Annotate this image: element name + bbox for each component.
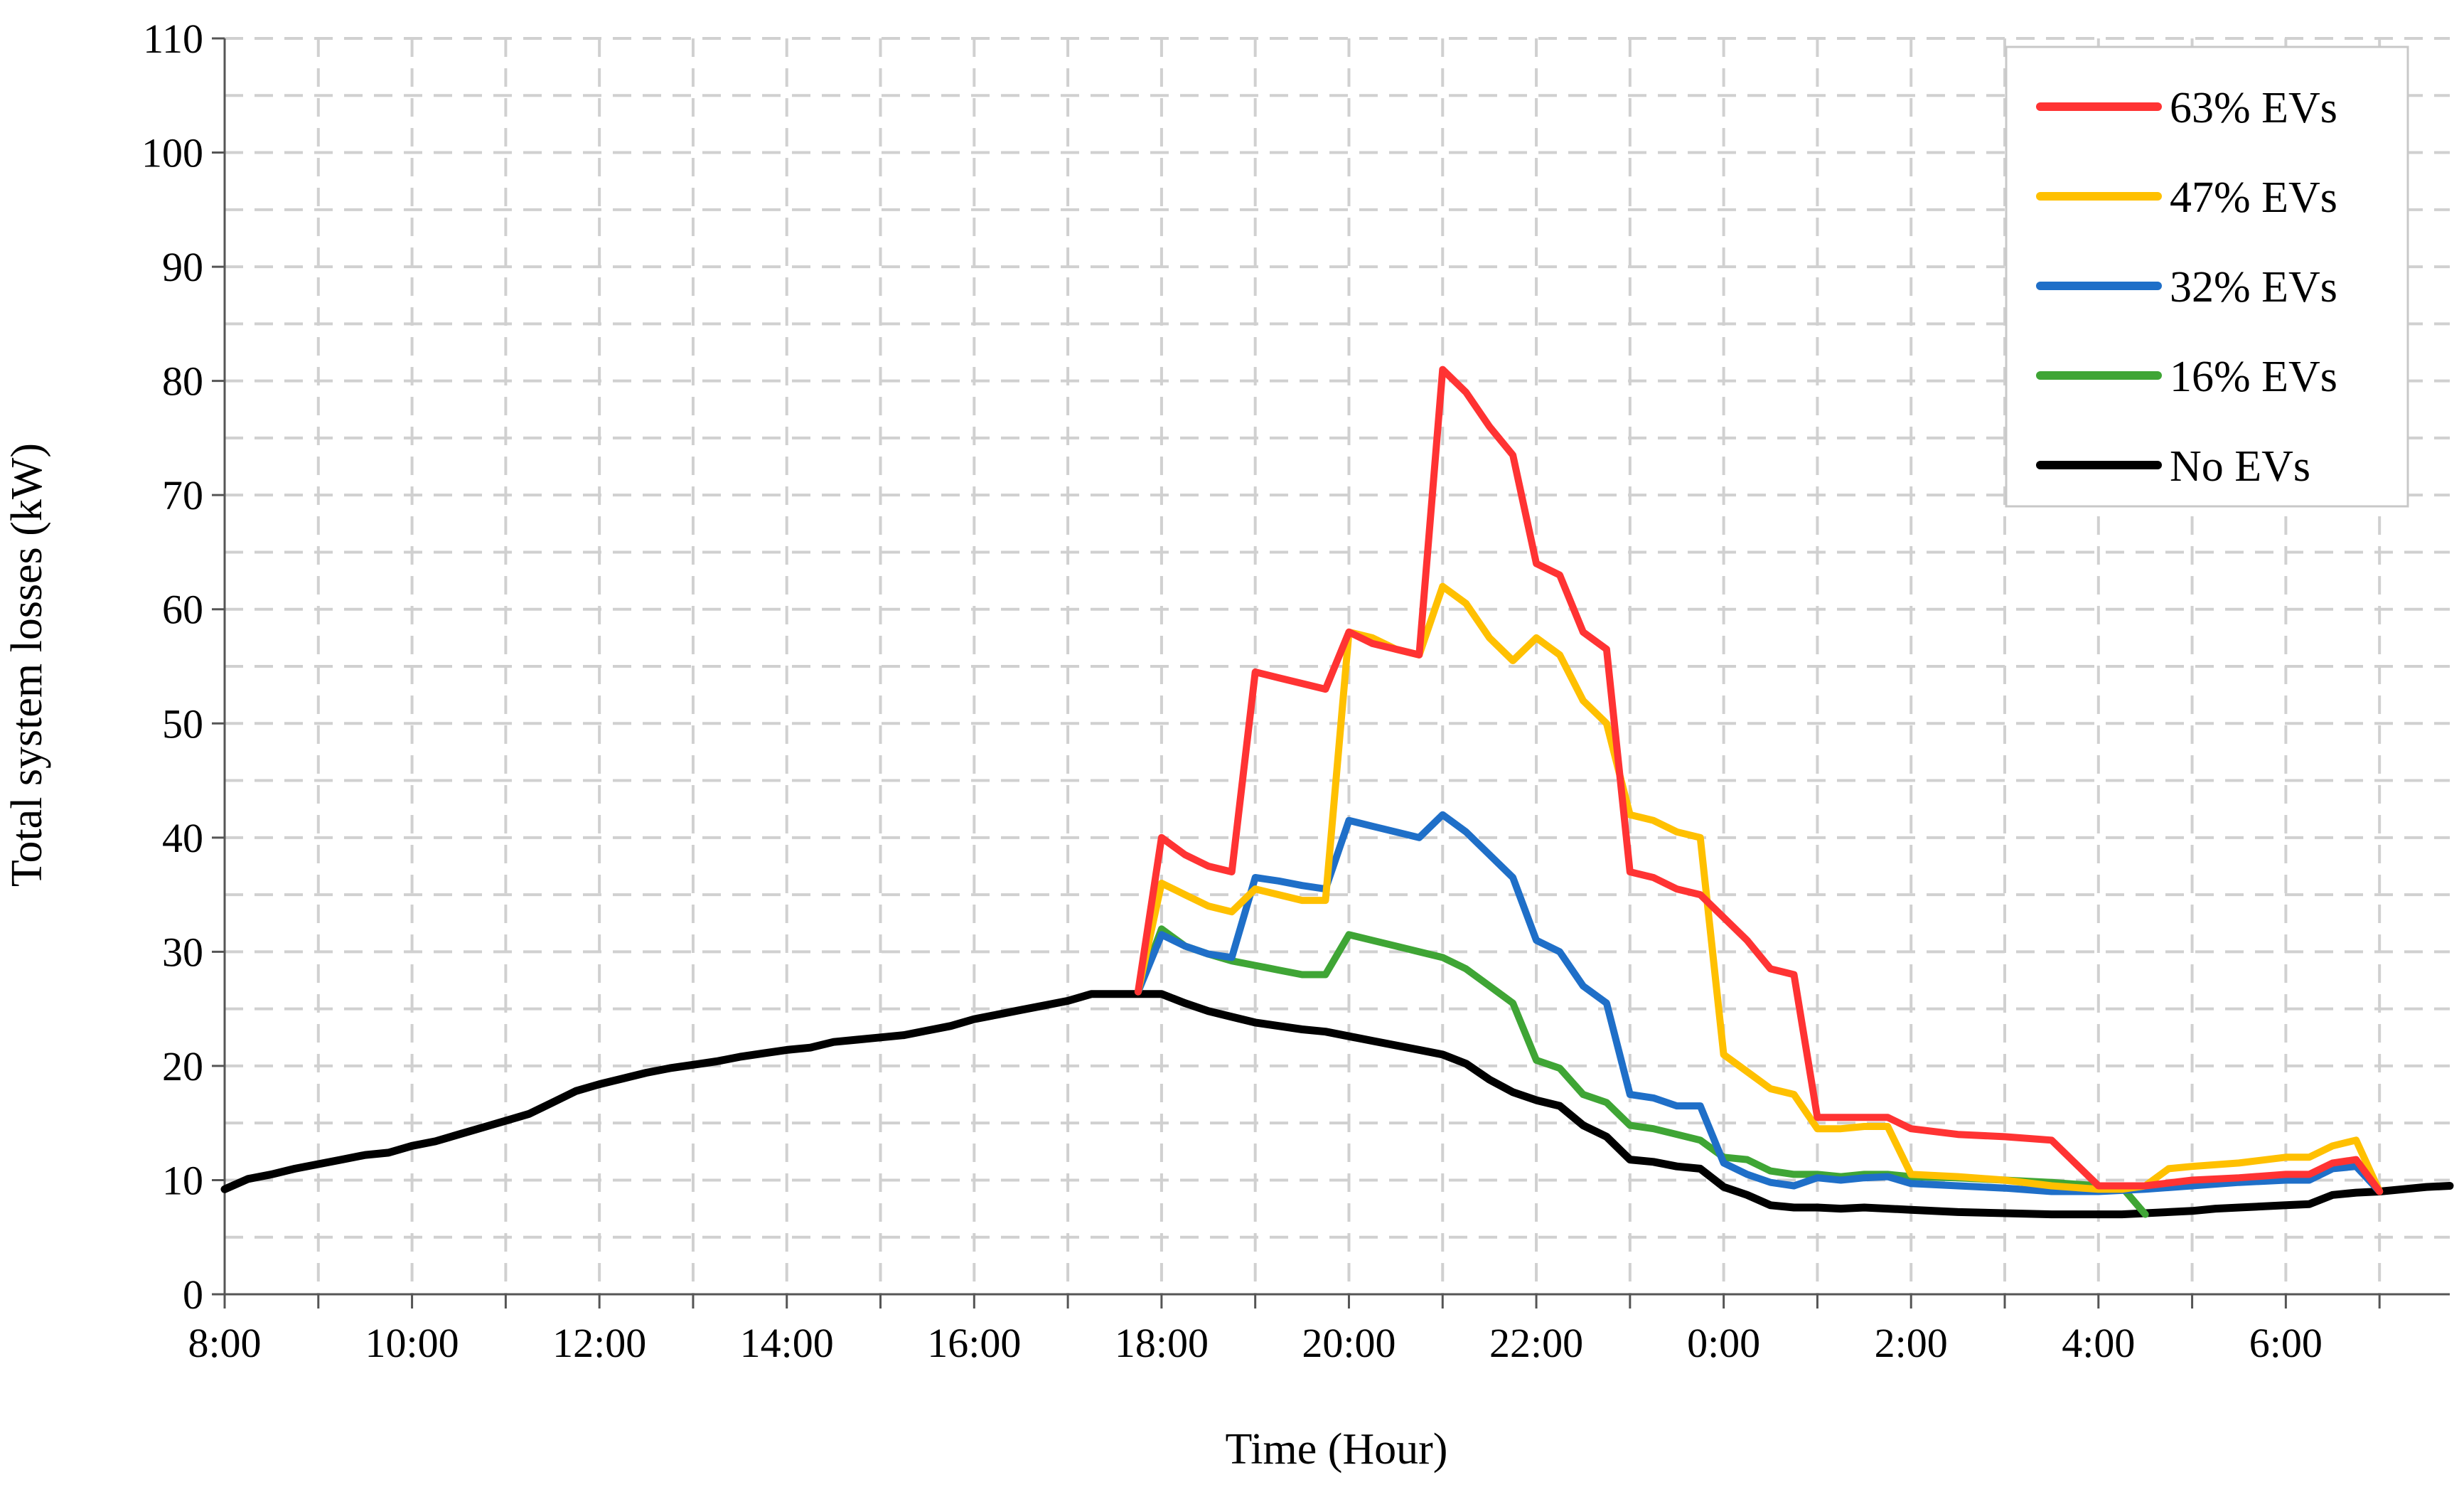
x-tick-label: 20:00 [1302,1320,1396,1366]
y-tick-label: 20 [162,1043,203,1089]
x-tick-label: 2:00 [1875,1320,1948,1366]
legend: 63% EVs 47% EVs 32% EVs 16% EVs No EVs [2005,46,2409,508]
x-tick-label: 18:00 [1115,1320,1209,1366]
x-tick-label: 14:00 [740,1320,834,1366]
x-tick-label: 8:00 [188,1320,261,1366]
y-tick-label: 50 [162,700,203,747]
y-tick-label: 60 [162,587,203,633]
x-tick-labels: 8:00 10:00 12:00 14:00 16:00 18:00 20:00 22:00 0… [188,1320,2322,1366]
legend-label: 47% EVs [2170,174,2337,222]
y-tick-label: 40 [162,815,203,861]
x-tick-label: 22:00 [1489,1320,1583,1366]
y-tick-label: 70 [162,472,203,518]
legend-label: 63% EVs [2170,84,2337,132]
x-tick-label: 0:00 [1687,1320,1760,1366]
legend-label: 32% EVs [2170,263,2337,311]
axes [212,37,2450,1309]
y-tick-labels: 0 10 20 30 40 50 60 70 80 90 100 110 [141,16,203,1318]
x-axis-label: Time (Hour) [1226,1425,1448,1473]
legend-label: No EVs [2170,442,2310,491]
x-tick-label: 12:00 [552,1320,646,1366]
y-tick-label: 80 [162,358,203,405]
legend-box [2005,46,2409,508]
series-line-no-evs [220,990,2454,1219]
y-tick-label: 0 [183,1272,203,1318]
y-tick-label: 30 [162,929,203,975]
series-line-63-evs [1134,366,2384,1195]
y-tick-label: 110 [143,16,203,62]
y-tick-label: 90 [162,244,203,290]
x-tick-label: 6:00 [2249,1320,2323,1366]
y-axis-label: Total system losses (kW) [3,443,51,887]
x-tick-label: 16:00 [927,1320,1021,1366]
x-tick-label: 4:00 [2062,1320,2135,1366]
y-tick-label: 10 [162,1157,203,1203]
series-lines [220,366,2454,1219]
legend-label: 16% EVs [2170,353,2337,401]
x-tick-label: 10:00 [365,1320,459,1366]
series-line-16-evs [1134,925,2149,1218]
y-tick-label: 100 [141,130,203,176]
